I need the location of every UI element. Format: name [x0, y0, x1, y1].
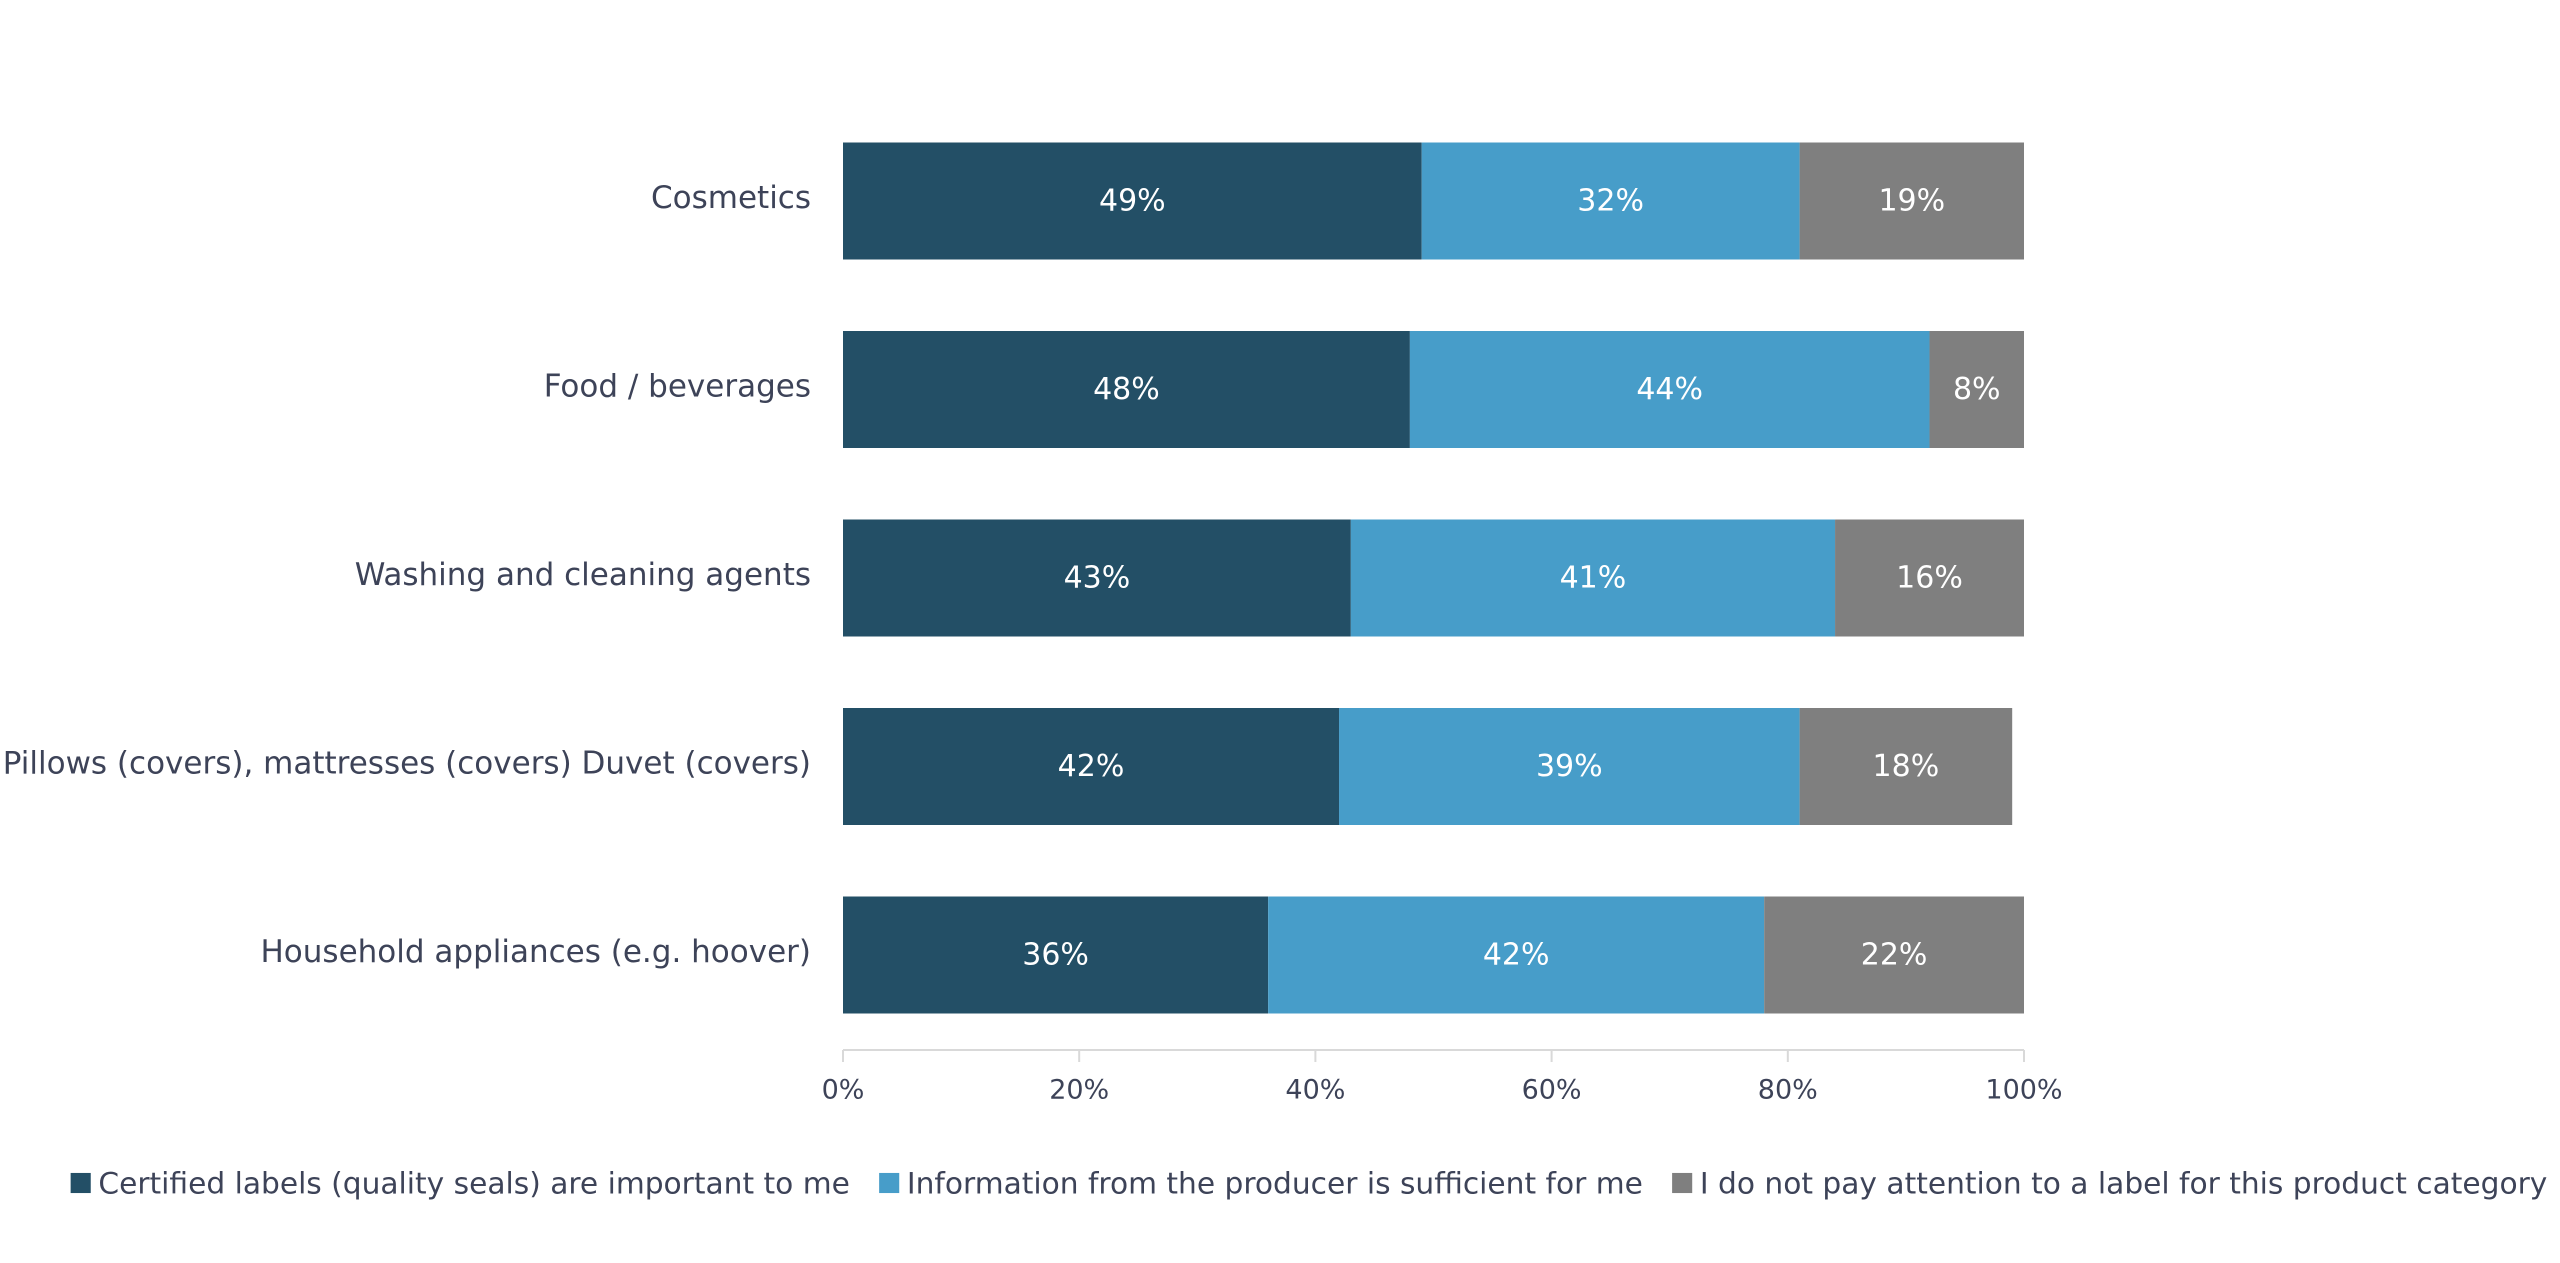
legend: Certified labels (quality seals) are imp… [70, 1166, 2547, 1201]
data-label: 8% [1953, 372, 2001, 407]
bar-segment [1799, 142, 2024, 260]
data-label: 32% [1577, 184, 1644, 219]
x-tick-label: 40% [1285, 1075, 1345, 1106]
bar-segment [1409, 331, 1930, 448]
x-tick-label: 80% [1758, 1075, 1818, 1106]
legend-swatch [1672, 1172, 1693, 1194]
legend-label: Certified labels (quality seals) are imp… [98, 1166, 849, 1201]
bar-segment [1764, 896, 2024, 1014]
data-label: 18% [1873, 749, 1940, 784]
x-tick-label: 60% [1522, 1075, 1582, 1106]
legend-swatch [70, 1172, 91, 1194]
x-tick-label: 0% [822, 1075, 865, 1106]
data-label: 42% [1058, 749, 1125, 784]
x-tick-label: 20% [1049, 1075, 1109, 1106]
bar-segment [1835, 519, 2024, 637]
bar-segment [843, 331, 1410, 448]
data-label: 43% [1064, 561, 1131, 596]
x-axis: 0% 20% 40% 60% 80% 100% [822, 1049, 2063, 1106]
bar-segment [1929, 331, 2024, 448]
category-label: Food / beverages [544, 369, 811, 405]
data-label: 42% [1483, 938, 1550, 973]
data-label: 22% [1861, 938, 1928, 973]
legend-label: I do not pay attention to a label for th… [1700, 1166, 2548, 1201]
data-label: 39% [1536, 749, 1603, 784]
bar-segment [843, 142, 1422, 260]
legend-item: Certified labels (quality seals) are imp… [70, 1166, 850, 1201]
category-label: Pillows (covers), mattresses (covers) Du… [3, 746, 811, 782]
x-tick-label: 100% [1985, 1075, 2062, 1106]
legend-swatch [879, 1172, 900, 1194]
bars-layer: 49% 32% 19% 48% 44% 8% 43% 41% 16% 42% 39% 18% 36% 42… [843, 142, 2024, 1014]
category-label: Cosmetics [651, 180, 811, 216]
category-label: Household appliances (e.g. hoover) [261, 934, 812, 970]
category-label: Washing and cleaning agents [355, 557, 811, 593]
data-label: 16% [1896, 561, 1963, 596]
bar-segment [1339, 708, 1800, 825]
data-label: 19% [1878, 184, 1945, 219]
data-label: 48% [1093, 372, 1160, 407]
legend-item: I do not pay attention to a label for th… [1672, 1166, 2547, 1201]
data-label: 36% [1022, 938, 1089, 973]
bar-segment [1421, 142, 1800, 260]
data-label: 49% [1099, 184, 1166, 219]
legend-label: Information from the producer is suffici… [907, 1166, 1643, 1201]
data-label: 41% [1560, 561, 1627, 596]
data-label: 44% [1636, 372, 1703, 407]
category-labels: Cosmetics Food / beverages Washing and cle… [3, 180, 811, 970]
bar-segment [843, 896, 1269, 1014]
legend-item: Information from the producer is suffici… [879, 1166, 1643, 1201]
bar-segment [843, 708, 1340, 825]
bar-segment [1799, 708, 2013, 825]
bar-segment [1268, 896, 1765, 1014]
bar-segment [1350, 519, 1836, 637]
bar-segment [843, 519, 1351, 637]
